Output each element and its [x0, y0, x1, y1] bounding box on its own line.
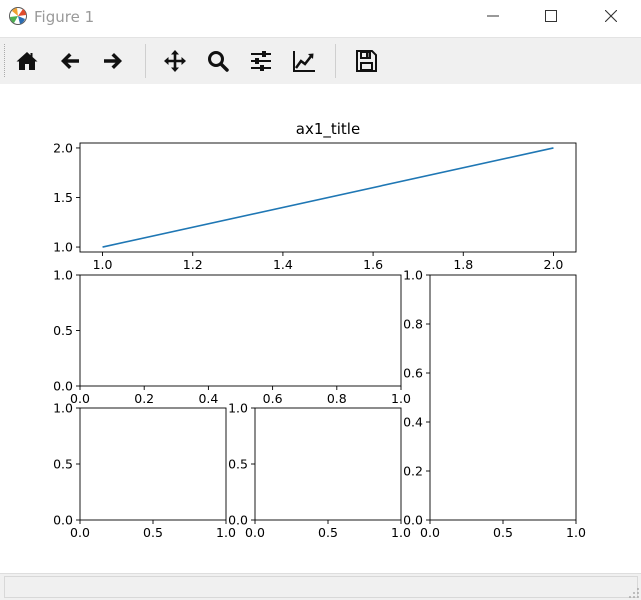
x-tick-label: 0.4 — [198, 391, 218, 406]
y-tick-label: 0.0 — [403, 513, 423, 528]
y-tick-label: 0.5 — [53, 323, 73, 338]
x-tick-label: 0.0 — [245, 525, 265, 540]
save-button[interactable] — [349, 44, 383, 78]
y-tick-label: 1.0 — [53, 240, 73, 255]
close-icon — [605, 10, 617, 22]
x-tick-label: 1.0 — [93, 257, 113, 272]
zoom-icon — [208, 51, 229, 72]
y-tick-label: 0.8 — [403, 317, 423, 332]
y-tick-label: 0.0 — [228, 513, 248, 528]
y-tick-label: 1.0 — [53, 401, 73, 416]
y-tick-label: 1.0 — [53, 268, 73, 283]
window-titlebar[interactable]: Figure 1 — [0, 0, 641, 33]
zoom-button[interactable] — [201, 44, 235, 78]
x-tick-label: 1.6 — [363, 257, 383, 272]
x-tick-label: 1.0 — [216, 525, 236, 540]
x-tick-label: 1.4 — [273, 257, 293, 272]
axes-title: ax1_title — [296, 120, 360, 139]
axes-frame — [79, 407, 227, 521]
pan-button[interactable] — [158, 44, 192, 78]
y-tick-label: 2.0 — [53, 140, 73, 155]
y-tick-label: 1.0 — [228, 401, 248, 416]
axes-frame — [79, 274, 402, 387]
x-tick-label: 0.2 — [134, 391, 154, 406]
status-bar — [0, 573, 641, 600]
window-title: Figure 1 — [34, 8, 95, 26]
x-tick-label: 1.2 — [183, 257, 203, 272]
y-tick-label: 1.0 — [403, 268, 423, 283]
line-chart-icon — [293, 51, 315, 72]
x-tick-label: 0.0 — [420, 525, 440, 540]
move-icon — [164, 50, 186, 72]
toolbar-separator — [335, 44, 336, 78]
x-tick-label: 1.0 — [566, 525, 586, 540]
x-tick-label: 1.8 — [453, 257, 473, 272]
back-button[interactable] — [53, 44, 87, 78]
status-message — [4, 576, 638, 598]
toolbar-grip[interactable] — [4, 44, 8, 77]
close-button[interactable] — [588, 0, 634, 33]
y-tick-label: 0.4 — [403, 415, 423, 430]
x-tick-label: 1.0 — [391, 525, 411, 540]
x-tick-label: 0.5 — [493, 525, 513, 540]
navigation-toolbar — [0, 37, 641, 85]
sliders-icon — [251, 51, 271, 71]
size-grip-icon[interactable] — [629, 588, 639, 598]
y-tick-label: 0.5 — [228, 457, 248, 472]
maximize-icon — [545, 10, 557, 22]
x-tick-label: 0.0 — [70, 525, 90, 540]
series-line — [102, 147, 554, 248]
x-tick-label: 0.0 — [70, 391, 90, 406]
arrow-right-icon — [104, 53, 122, 69]
x-tick-label: 0.5 — [318, 525, 338, 540]
maximize-button[interactable] — [528, 0, 574, 33]
edit-axis-button[interactable] — [287, 44, 321, 78]
axes-frame — [254, 407, 402, 521]
minimize-icon — [487, 15, 499, 17]
x-tick-label: 2.0 — [544, 257, 564, 272]
minimize-button[interactable] — [470, 0, 516, 33]
save-icon — [356, 50, 377, 72]
home-icon — [16, 52, 38, 70]
matplotlib-logo-icon — [8, 6, 28, 26]
y-tick-label: 0.5 — [53, 457, 73, 472]
x-tick-label: 0.5 — [143, 525, 163, 540]
arrow-left-icon — [61, 53, 79, 69]
toolbar-separator — [145, 44, 146, 78]
forward-button[interactable] — [96, 44, 130, 78]
y-tick-label: 1.5 — [53, 190, 73, 205]
x-tick-label: 1.0 — [391, 391, 411, 406]
y-tick-label: 0.6 — [403, 366, 423, 381]
figure-canvas[interactable]: 1.0 1.2 1.4 1.6 1.8 2.0 1.0 1.5 2.0 ax1_title 0.0 0… — [0, 84, 641, 573]
y-tick-label: 0.0 — [53, 379, 73, 394]
y-tick-label: 0.0 — [53, 513, 73, 528]
y-tick-label: 0.2 — [403, 464, 423, 479]
x-tick-label: 0.6 — [263, 391, 283, 406]
x-tick-label: 0.8 — [327, 391, 347, 406]
home-button[interactable] — [10, 44, 44, 78]
axes-frame — [429, 274, 577, 521]
configure-subplots-button[interactable] — [244, 44, 278, 78]
